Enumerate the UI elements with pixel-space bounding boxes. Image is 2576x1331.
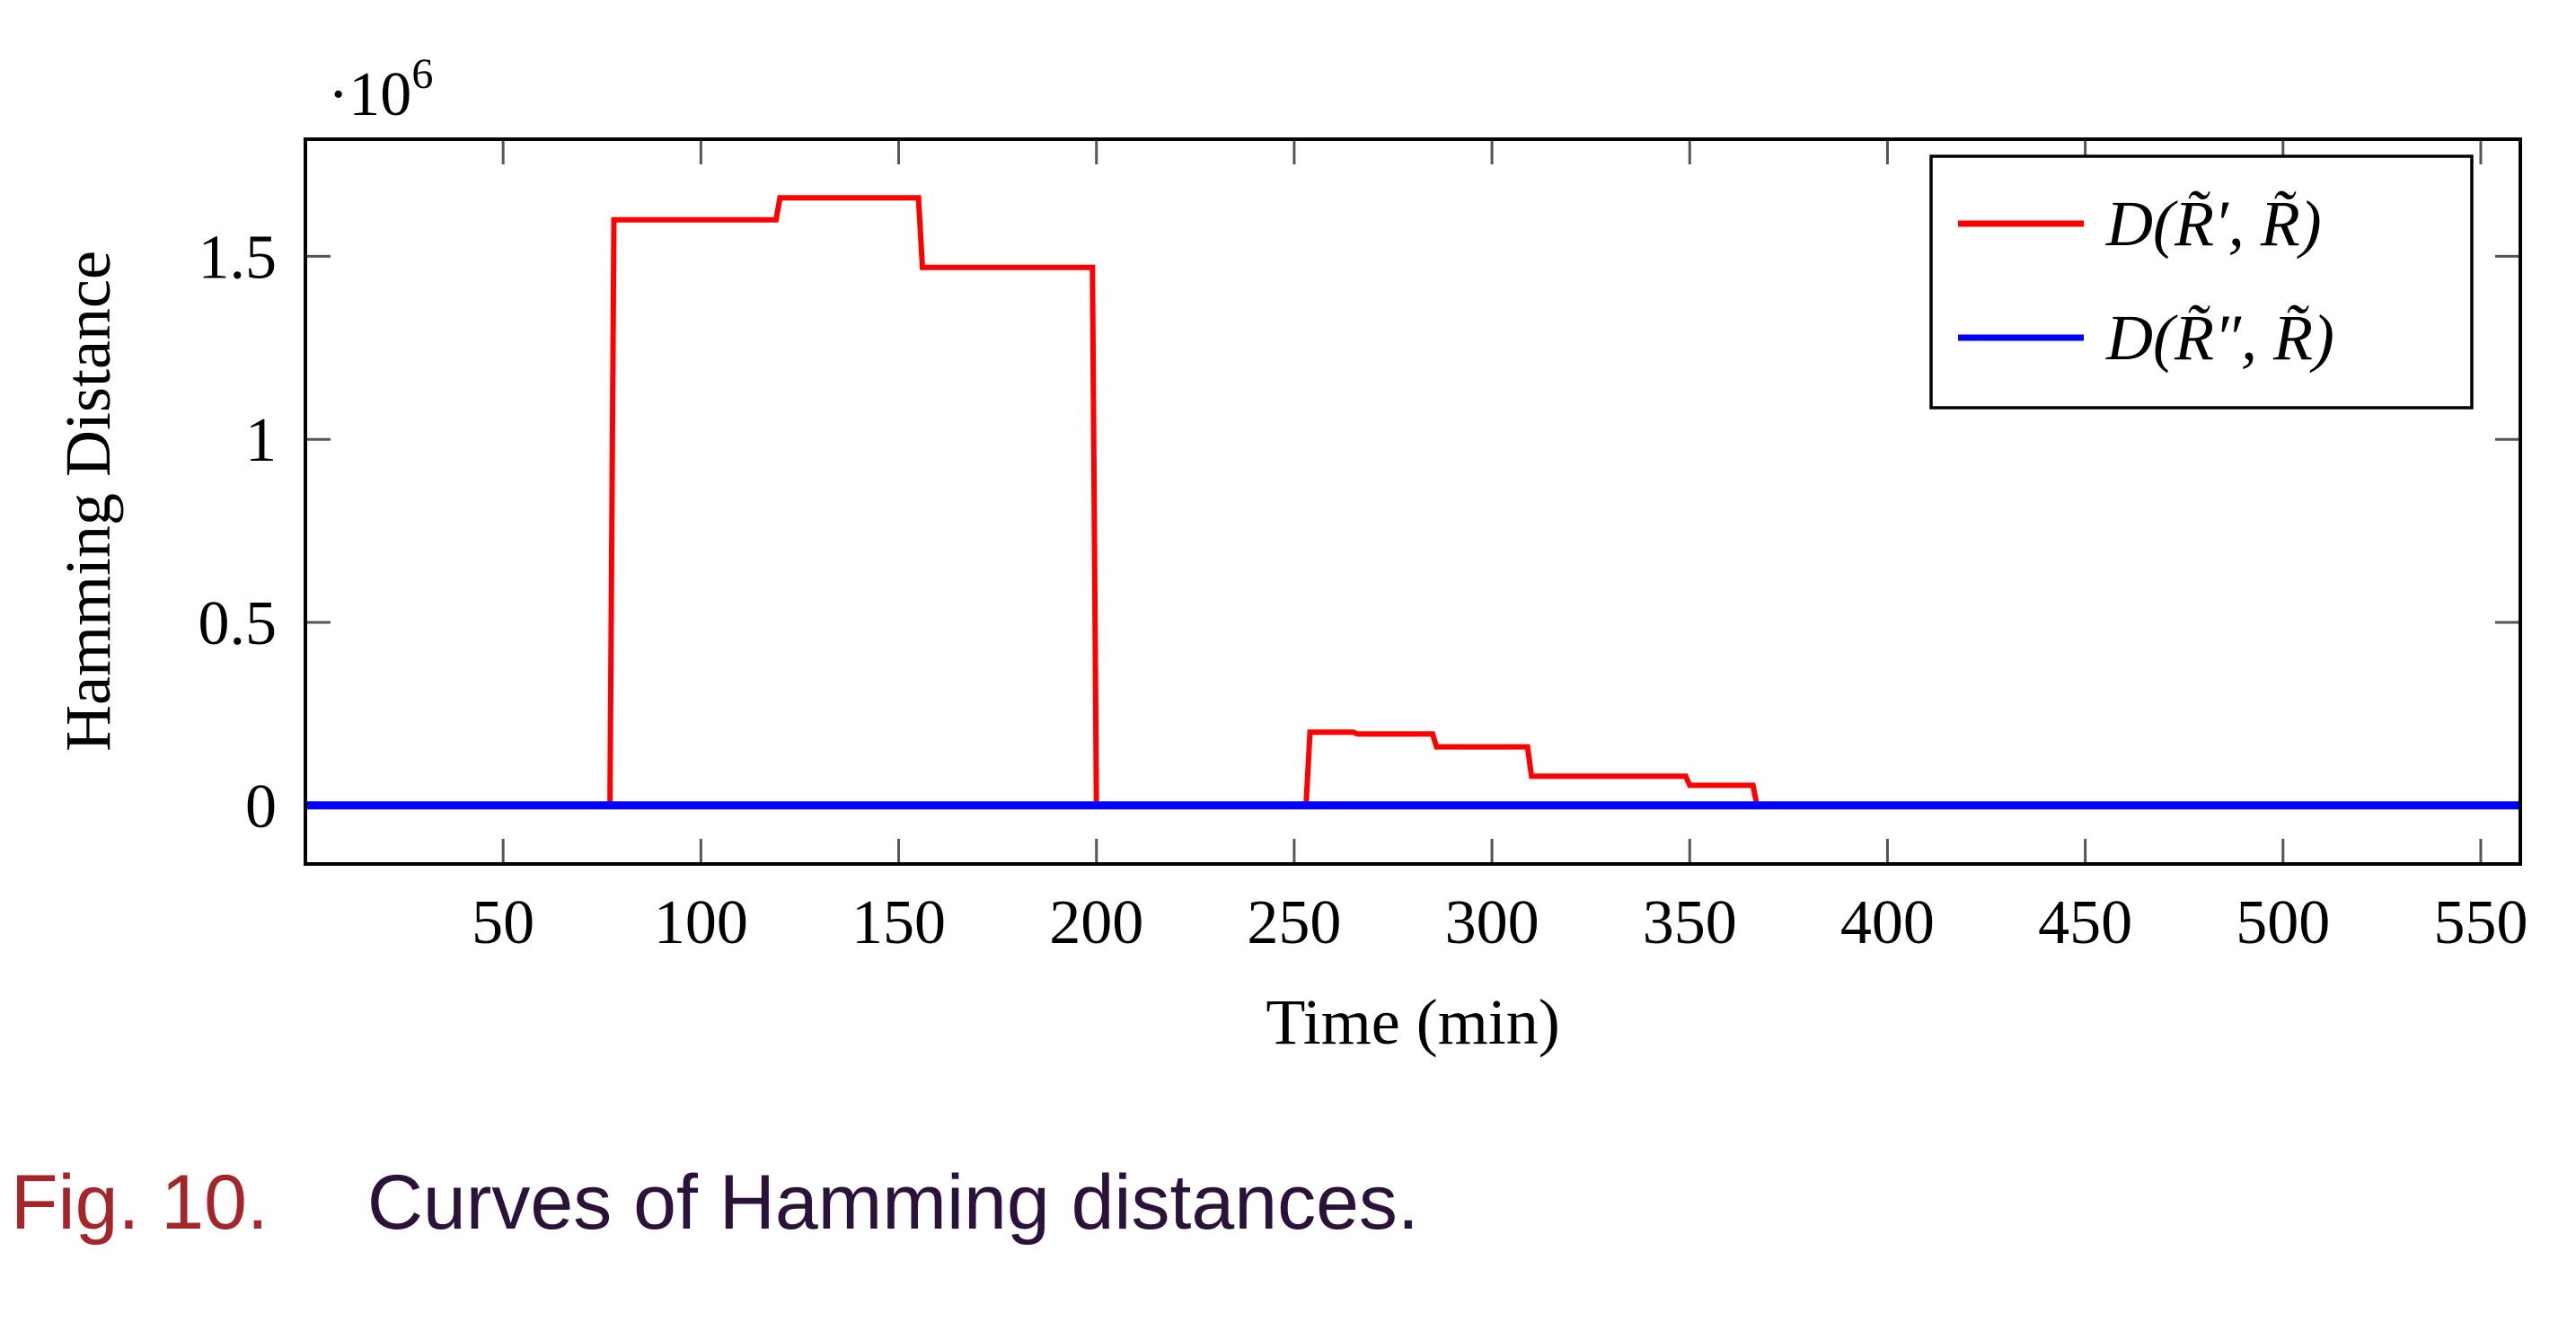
caption-text: Curves of Hamming distances.	[366, 1159, 1419, 1246]
y-tick-label: 1.5	[198, 223, 278, 292]
x-tick-label: 300	[1445, 888, 1539, 957]
x-tick-label: 100	[654, 888, 748, 957]
x-tick-label: 550	[2433, 888, 2527, 957]
legend-box	[1929, 154, 2474, 410]
legend: D(R̃′, R̃) D(R̃″, R̃)	[1929, 154, 2474, 410]
x-tick-label: 350	[1643, 888, 1737, 957]
x-tick-label: 150	[851, 888, 946, 957]
series-line-red	[305, 195, 2520, 808]
y-tick-label: 1	[245, 406, 277, 475]
x-axis-title: Time (min)	[1266, 986, 1559, 1058]
x-tick-label: 250	[1247, 888, 1341, 957]
legend-label-1: D(R̃″, R̃)	[2105, 302, 2334, 374]
x-tick-label: 400	[1840, 888, 1935, 957]
x-tick-label: 50	[472, 888, 534, 957]
y-tick-label: 0	[245, 772, 277, 842]
figure-number: Fig. 10.	[11, 1159, 269, 1246]
series-layer	[305, 195, 2520, 810]
y-axis-title: Hamming Distance	[52, 251, 124, 752]
x-tick-label: 450	[2038, 888, 2132, 957]
legend-label-0: D(R̃′, R̃)	[2105, 188, 2322, 260]
tick-labels: 50 100 150 200 250 300 350 400 450 500 550 0 0.5 1 1.5	[198, 223, 2528, 957]
y-multiplier: ·106	[328, 50, 433, 129]
y-tick-label: 0.5	[198, 589, 278, 658]
figure-caption: Fig. 10. Curves of Hamming distances.	[11, 1159, 1419, 1247]
x-tick-label: 500	[2236, 888, 2330, 957]
x-tick-label: 200	[1049, 888, 1143, 957]
plot-frame	[304, 137, 2522, 866]
